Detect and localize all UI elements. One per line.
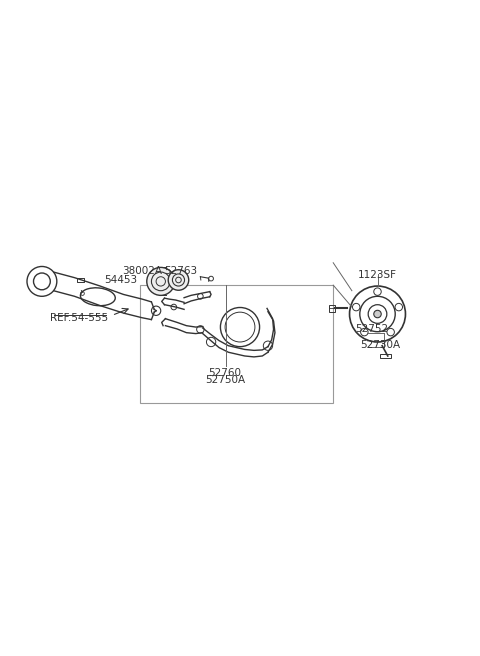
Bar — [140, 285, 333, 403]
Circle shape — [374, 310, 381, 318]
Text: 52750A: 52750A — [205, 375, 245, 385]
Text: REF.54-555: REF.54-555 — [50, 313, 108, 323]
Circle shape — [168, 270, 189, 290]
Circle shape — [147, 268, 175, 295]
Text: 52752: 52752 — [355, 324, 388, 334]
Text: 52763: 52763 — [164, 266, 197, 276]
Text: 38002A: 38002A — [122, 266, 162, 276]
Text: 52760: 52760 — [209, 368, 241, 378]
Bar — [329, 304, 335, 312]
Text: 54453: 54453 — [105, 275, 138, 285]
Text: 52730A: 52730A — [360, 340, 400, 350]
Text: 1123SF: 1123SF — [358, 270, 397, 280]
Bar — [380, 354, 391, 358]
